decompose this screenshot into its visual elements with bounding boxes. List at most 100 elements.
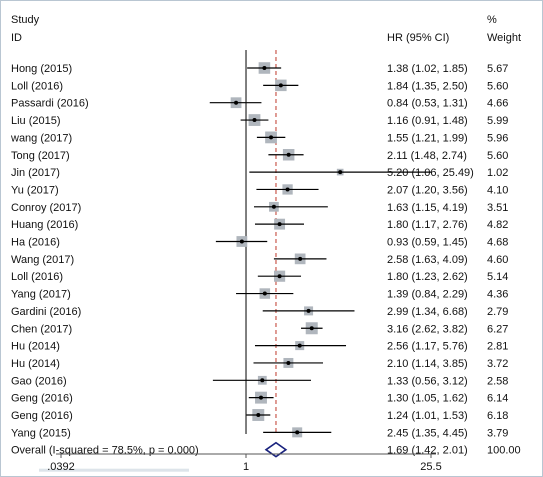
overall-hr-ci-label: 1.69 (1.42, 2.01) bbox=[387, 445, 468, 457]
hr-ci-label: 1.33 (0.56, 3.12) bbox=[387, 375, 468, 387]
point-estimate bbox=[297, 343, 302, 348]
x-tick-label: 25.5 bbox=[420, 461, 441, 473]
weight-label: 2.79 bbox=[487, 306, 508, 318]
point-estimate bbox=[298, 256, 303, 261]
weight-label: 4.10 bbox=[487, 184, 508, 196]
study-label: Conroy (2017) bbox=[11, 202, 81, 214]
weight-label: 5.99 bbox=[487, 115, 508, 127]
weight-label: 5.14 bbox=[487, 271, 508, 283]
point-estimate bbox=[286, 152, 291, 157]
weight-label: 4.66 bbox=[487, 98, 508, 110]
hr-ci-label: 1.63 (1.15, 4.19) bbox=[387, 202, 468, 214]
point-estimate bbox=[262, 66, 267, 70]
hr-ci-label: 2.07 (1.20, 3.56) bbox=[387, 184, 468, 196]
percent-header: % bbox=[487, 14, 497, 26]
point-estimate bbox=[252, 118, 257, 123]
weight-label: 3.79 bbox=[487, 427, 508, 439]
study-label: Wang (2017) bbox=[11, 254, 74, 266]
weight-label: 6.27 bbox=[487, 323, 508, 335]
point-estimate bbox=[258, 395, 263, 400]
hr-ci-header: HR (95% CI) bbox=[387, 32, 449, 44]
weight-label: 6.14 bbox=[487, 393, 508, 405]
point-estimate bbox=[338, 170, 343, 175]
study-label: Yang (2017) bbox=[11, 289, 71, 301]
weight-label: 5.67 bbox=[487, 63, 508, 75]
hr-ci-label: 1.84 (1.35, 2.50) bbox=[387, 80, 468, 92]
point-estimate bbox=[278, 83, 283, 88]
id-header: ID bbox=[11, 32, 22, 44]
hr-ci-label: 2.10 (1.14, 3.85) bbox=[387, 358, 468, 370]
study-label: Jin (2017) bbox=[11, 167, 60, 179]
study-header: Study bbox=[11, 14, 40, 26]
point-estimate bbox=[260, 378, 265, 383]
forest-marks: Hong (2015) 1.38 (1.02, 1.85) 5.67 Loll (20… bbox=[10, 50, 521, 473]
weight-label: 4.36 bbox=[487, 289, 508, 301]
hr-ci-label: 1.80 (1.17, 2.76) bbox=[387, 219, 468, 231]
weight-label: 5.96 bbox=[487, 132, 508, 144]
overall-label: Overall (I-squared = 78.5%, p = 0.000) bbox=[11, 445, 199, 457]
overall-diamond bbox=[264, 441, 288, 458]
point-estimate bbox=[295, 430, 300, 435]
point-estimate bbox=[269, 135, 274, 140]
weight-label: 2.81 bbox=[487, 341, 508, 353]
hr-ci-label: 1.39 (0.84, 2.29) bbox=[387, 289, 468, 301]
point-estimate bbox=[277, 222, 282, 227]
study-label: Loll (2016) bbox=[11, 80, 63, 92]
hr-ci-label: 1.80 (1.23, 2.62) bbox=[387, 271, 468, 283]
hr-ci-label: 2.56 (1.17, 5.76) bbox=[387, 341, 468, 353]
study-label: Huang (2016) bbox=[11, 219, 78, 231]
study-label: Hu (2014) bbox=[11, 358, 60, 370]
study-label: Loll (2016) bbox=[11, 271, 63, 283]
weight-label: 3.72 bbox=[487, 358, 508, 370]
hr-ci-label: 1.38 (1.02, 1.85) bbox=[387, 63, 468, 75]
hr-ci-label: 0.93 (0.59, 1.45) bbox=[387, 237, 468, 249]
hr-ci-label: 3.16 (2.62, 3.82) bbox=[387, 323, 468, 335]
x-tick-label: .0392 bbox=[47, 461, 75, 473]
point-estimate bbox=[234, 100, 239, 105]
weight-label: 4.68 bbox=[487, 237, 508, 249]
point-estimate bbox=[239, 239, 244, 244]
point-estimate bbox=[285, 187, 290, 192]
hr-ci-label: 1.16 (0.91, 1.48) bbox=[387, 115, 468, 127]
study-label: Gardini (2016) bbox=[11, 306, 81, 318]
point-estimate bbox=[286, 360, 291, 365]
study-label: Ha (2016) bbox=[11, 237, 60, 249]
weight-label: 5.60 bbox=[487, 80, 508, 92]
weight-label: 2.58 bbox=[487, 375, 508, 387]
study-label: Tong (2017) bbox=[11, 150, 70, 162]
decorative-strip bbox=[39, 468, 189, 472]
hr-ci-label: 2.11 (1.48, 2.74) bbox=[387, 150, 467, 162]
weight-label: 5.60 bbox=[487, 150, 508, 162]
hr-ci-label: 5.20 (1.06, 25.49) bbox=[387, 167, 474, 179]
study-label: Geng (2016) bbox=[11, 410, 73, 422]
hr-ci-label: 2.45 (1.35, 4.45) bbox=[387, 427, 468, 439]
study-label: Passardi (2016) bbox=[11, 98, 89, 110]
hr-ci-label: 2.58 (1.63, 4.09) bbox=[387, 254, 468, 266]
weight-label: 6.18 bbox=[487, 410, 508, 422]
x-tick-label: 1 bbox=[243, 461, 249, 473]
study-label: Geng (2016) bbox=[11, 393, 73, 405]
study-label: Hu (2014) bbox=[11, 341, 60, 353]
point-estimate bbox=[309, 326, 314, 331]
study-label: wang (2017) bbox=[10, 132, 72, 144]
hr-ci-label: 1.24 (1.01, 1.53) bbox=[387, 410, 468, 422]
weight-label: 3.51 bbox=[487, 202, 508, 214]
point-estimate bbox=[262, 291, 267, 296]
study-label: Liu (2015) bbox=[11, 115, 61, 127]
weight-label: 4.82 bbox=[487, 219, 508, 231]
hr-ci-label: 0.84 (0.53, 1.31) bbox=[387, 98, 468, 110]
overall-weight-label: 100.00 bbox=[487, 445, 521, 457]
study-label: Gao (2016) bbox=[11, 375, 67, 387]
point-estimate bbox=[271, 204, 276, 209]
hr-ci-label: 2.99 (1.34, 6.68) bbox=[387, 306, 468, 318]
point-estimate bbox=[277, 274, 282, 279]
weight-label: 4.60 bbox=[487, 254, 508, 266]
point-estimate bbox=[306, 308, 311, 313]
point-estimate bbox=[256, 413, 261, 417]
weight-header: Weight bbox=[487, 32, 521, 44]
study-label: Yu (2017) bbox=[11, 184, 59, 196]
hr-ci-label: 1.30 (1.05, 1.62) bbox=[387, 393, 468, 405]
hr-ci-label: 1.55 (1.21, 1.99) bbox=[387, 132, 468, 144]
